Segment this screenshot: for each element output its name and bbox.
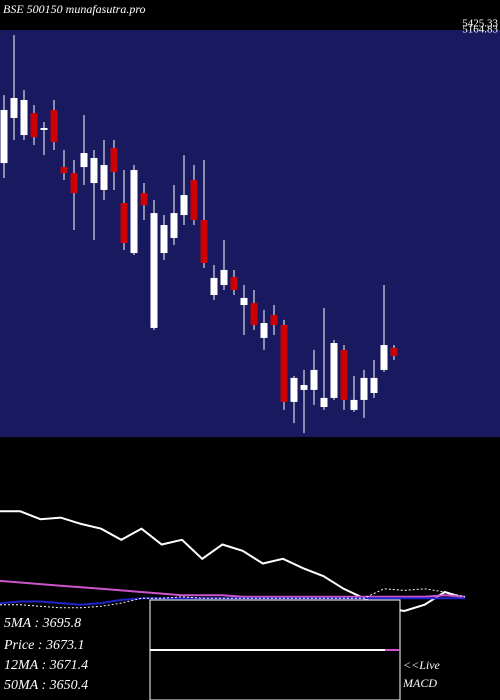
candle-body xyxy=(330,343,338,398)
candle xyxy=(160,215,168,260)
candle xyxy=(200,159,208,268)
candle-body xyxy=(180,195,188,216)
candle-body xyxy=(210,277,218,296)
macd-label: MACD xyxy=(402,676,437,690)
candle-body xyxy=(290,377,298,402)
candle xyxy=(380,285,388,372)
candle xyxy=(50,99,58,150)
legend-item: 50MA : 3650.4 xyxy=(4,678,88,693)
candle xyxy=(60,149,68,180)
candle xyxy=(10,35,18,140)
candle xyxy=(370,359,378,398)
candle-body xyxy=(60,167,68,174)
candle-body xyxy=(380,345,388,370)
candle-body xyxy=(250,303,258,326)
candle xyxy=(70,159,78,230)
candle-body xyxy=(240,297,248,306)
candle xyxy=(100,139,108,200)
candle xyxy=(390,345,398,360)
candle-body xyxy=(100,165,108,190)
candle xyxy=(90,149,98,240)
candle-body xyxy=(310,369,318,390)
candle xyxy=(350,375,358,412)
candle-body xyxy=(150,213,158,328)
candle xyxy=(280,319,288,410)
legend-item: 5MA : 3695.8 xyxy=(4,616,81,631)
candle-body xyxy=(200,219,208,264)
candle xyxy=(110,139,118,190)
candle xyxy=(0,95,8,178)
candle-body xyxy=(260,323,268,338)
candle xyxy=(80,115,88,186)
candle xyxy=(230,269,238,296)
legend-item: 12MA : 3671.4 xyxy=(4,658,88,673)
indicator-line xyxy=(0,579,466,598)
candle-body xyxy=(30,113,38,138)
candle-body xyxy=(10,97,18,118)
candle xyxy=(270,305,278,336)
indicator-line xyxy=(0,588,466,609)
candle-body xyxy=(340,349,348,400)
candle xyxy=(130,165,138,256)
candle xyxy=(300,369,308,434)
candle-body xyxy=(360,377,368,400)
candle-body xyxy=(40,127,48,130)
candle-body xyxy=(300,385,308,390)
candle xyxy=(340,345,348,410)
candle-body xyxy=(190,179,198,220)
candle-body xyxy=(90,157,98,184)
candle xyxy=(310,349,318,406)
candle xyxy=(180,155,188,226)
candle-body xyxy=(80,153,88,168)
candle xyxy=(250,289,258,330)
candle-body xyxy=(370,377,378,394)
candle-body xyxy=(120,203,128,244)
candle xyxy=(150,199,158,330)
candle xyxy=(170,185,178,246)
candle xyxy=(20,89,28,140)
candle-body xyxy=(110,147,118,172)
candle-body xyxy=(50,109,58,142)
price-panel xyxy=(0,30,500,437)
candle xyxy=(360,369,368,418)
candle-body xyxy=(20,99,28,136)
candle-body xyxy=(170,213,178,238)
candle-body xyxy=(160,225,168,254)
candle xyxy=(30,105,38,146)
candle xyxy=(40,121,48,156)
candle-body xyxy=(270,315,278,326)
candle xyxy=(140,183,148,220)
legend-item: Price : 3673.1 xyxy=(3,638,84,653)
candle-body xyxy=(140,193,148,206)
candle-body xyxy=(280,325,288,402)
candle-body xyxy=(220,269,228,286)
candle-body xyxy=(350,399,358,410)
candle xyxy=(190,165,198,226)
candle-body xyxy=(320,397,328,408)
price-label: 5164.83 xyxy=(462,24,498,36)
price-label: 5425.33 xyxy=(462,18,498,30)
candle xyxy=(240,285,248,336)
candle-body xyxy=(130,169,138,254)
chart-title: BSE 500150 munafasutra.pro xyxy=(3,2,146,16)
candle xyxy=(290,375,298,424)
candle xyxy=(320,307,328,410)
candle-body xyxy=(0,109,8,164)
candle xyxy=(210,265,218,300)
live-label: <<Live xyxy=(403,658,441,672)
candle xyxy=(260,309,268,350)
candle xyxy=(330,339,338,400)
candle xyxy=(220,239,228,290)
candle xyxy=(120,169,128,250)
candle-body xyxy=(70,173,78,194)
candle-body xyxy=(390,347,398,356)
candle-body xyxy=(230,277,238,290)
